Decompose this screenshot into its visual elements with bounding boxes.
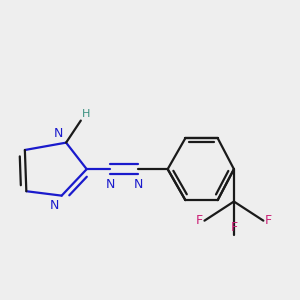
- Text: F: F: [265, 214, 272, 227]
- Text: N: N: [54, 127, 63, 140]
- Text: N: N: [49, 199, 59, 212]
- Text: H: H: [82, 109, 91, 119]
- Text: N: N: [134, 178, 143, 191]
- Text: N: N: [106, 178, 115, 191]
- Text: F: F: [230, 221, 238, 234]
- Text: F: F: [196, 214, 203, 227]
